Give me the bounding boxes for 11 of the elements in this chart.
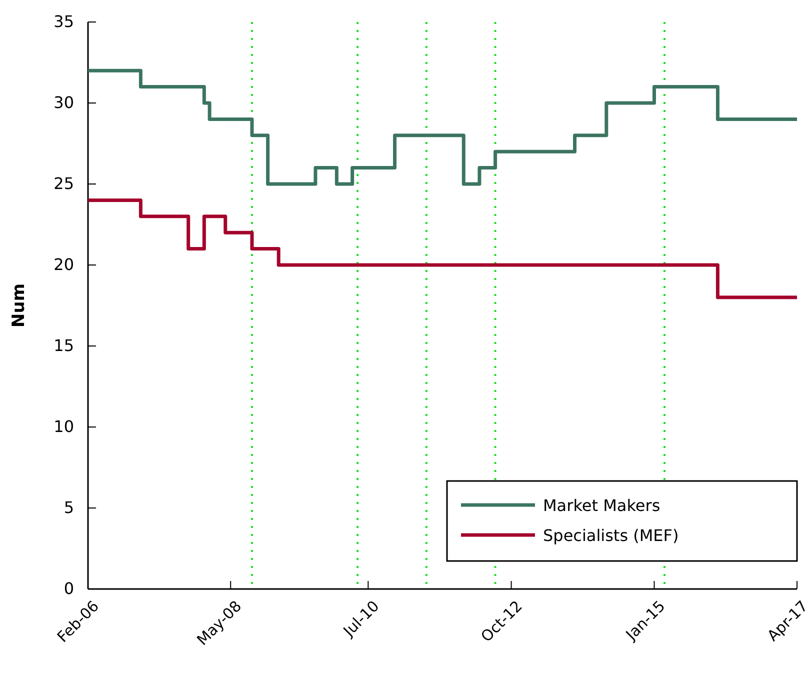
y-tick-label: 35 xyxy=(54,12,74,32)
legend-label: Market Makers xyxy=(543,496,660,515)
y-tick-label: 20 xyxy=(54,255,74,274)
legend-label: Specialists (MEF) xyxy=(543,526,679,545)
y-tick-label: 5 xyxy=(64,498,74,518)
y-tick-label: 30 xyxy=(54,93,74,112)
y-tick-label: 25 xyxy=(54,174,74,194)
y-axis-title: Num xyxy=(9,283,29,328)
y-tick-label: 0 xyxy=(64,579,74,598)
y-tick-label: 10 xyxy=(54,417,74,436)
y-tick-label: 15 xyxy=(54,336,74,356)
